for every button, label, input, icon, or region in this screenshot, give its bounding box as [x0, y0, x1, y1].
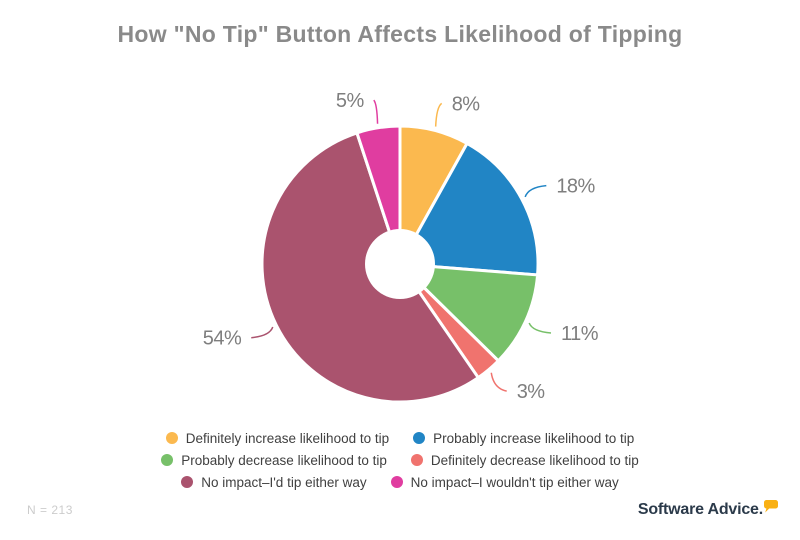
percent-label-2: 11%: [561, 323, 599, 345]
legend-item-5: No impact–I wouldn't tip either way: [390, 474, 619, 490]
legend-row-0: Definitely increase likelihood to tip Pro…: [165, 427, 634, 449]
speech-bubble-icon: [764, 500, 778, 513]
label-leader-line-3: [490, 372, 507, 392]
legend-swatch-4: [181, 476, 194, 488]
legend-swatch-3: [410, 454, 423, 466]
legend-item-1: Probably increase likelihood to tip: [413, 431, 634, 446]
percent-label-4: 54%: [203, 328, 242, 350]
legend-label-0: Definitely increase likelihood to tip: [185, 430, 390, 446]
legend-swatch-1: [413, 432, 426, 444]
label-leader-line-1: [524, 184, 547, 198]
pie-slice-2: [398, 262, 540, 363]
percent-label-0: 8%: [452, 93, 481, 115]
legend-row-1: Probably decrease likelihood to tip Defin…: [161, 449, 639, 471]
legend-item-2: Probably decrease likelihood to tip: [161, 453, 387, 468]
percent-label-1: 18%: [556, 176, 595, 198]
brand-name: Software Advice.: [637, 501, 763, 518]
percent-label-3: 3%: [517, 381, 546, 403]
legend-swatch-2: [161, 454, 174, 466]
legend-item-4: No impact–I'd tip either way: [181, 474, 367, 490]
legend-label-3: Definitely decrease likelihood to tip: [430, 452, 639, 468]
brand-logo: Software Advice.: [637, 500, 778, 519]
pie-slice-1: [398, 141, 540, 277]
legend-label-2: Probably decrease likelihood to tip: [181, 452, 387, 468]
legend-item-0: Definitely increase likelihood to tip: [165, 430, 390, 446]
donut-hole: [365, 229, 435, 299]
sample-size-note: N = 213: [27, 503, 73, 517]
legend-row-2: No impact–I'd tip either way No impact–I …: [181, 471, 619, 493]
legend-item-3: Definitely decrease likelihood to tip: [410, 452, 639, 468]
label-leader-line-0: [434, 102, 443, 127]
label-leader-line-5: [373, 99, 379, 124]
legend-swatch-0: [165, 432, 178, 444]
chart-legend: Definitely increase likelihood to tip Pro…: [0, 427, 800, 493]
percent-label-5: 5%: [336, 90, 365, 112]
legend-swatch-5: [390, 476, 403, 488]
chart-title: How "No Tip" Button Affects Likelihood o…: [117, 21, 683, 47]
label-leader-line-2: [528, 322, 552, 334]
pie-slice-5: [355, 124, 402, 266]
legend-label-5: No impact–I wouldn't tip either way: [410, 474, 619, 490]
label-leader-line-4: [251, 326, 274, 339]
legend-label-4: No impact–I'd tip either way: [201, 474, 367, 490]
legend-label-1: Probably increase likelihood to tip: [433, 430, 635, 446]
